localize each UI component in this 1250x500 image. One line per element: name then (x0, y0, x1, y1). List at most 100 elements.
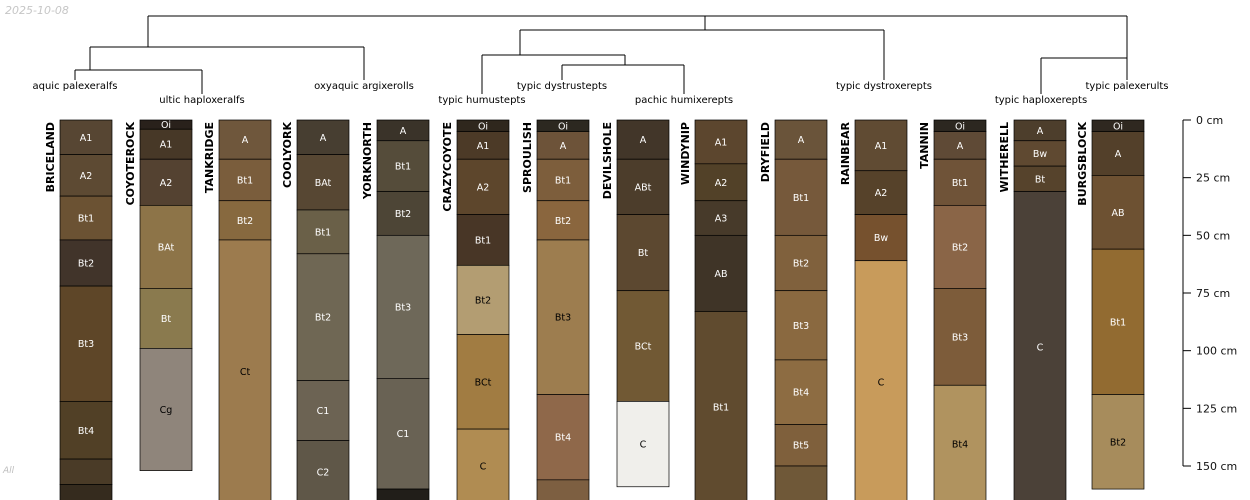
horizon-rect (774, 234, 828, 292)
horizon-label: Bt1 (713, 403, 729, 414)
depth-axis-tick-label: 150 cm (1196, 460, 1237, 473)
horizon-label: Bt1 (555, 175, 571, 186)
horizon-label: Bt3 (793, 321, 809, 332)
profile-name: BRICELAND (44, 122, 57, 192)
horizon-label: A (400, 126, 407, 137)
depth-axis-tick-label: 100 cm (1196, 345, 1237, 358)
taxon-label: ultic haploxeralfs (159, 95, 244, 106)
horizon-label: Oi (955, 121, 965, 132)
depth-axis-tick-label: 75 cm (1196, 287, 1230, 300)
horizon-label: Bt2 (793, 259, 809, 270)
horizon-rect (774, 158, 828, 236)
horizon-label: Bw (1033, 149, 1048, 160)
horizon-label: A1 (80, 133, 93, 144)
horizon-label: C (640, 440, 647, 451)
horizon-label: Ct (240, 367, 251, 378)
horizon-label: Bt2 (1110, 437, 1126, 448)
horizon-rect (139, 348, 193, 471)
horizon-label: Bt (161, 314, 172, 325)
taxon-label: typic palexerults (1086, 81, 1169, 92)
horizon-label: A (1037, 126, 1044, 137)
profile-name: DRYFIELD (759, 122, 772, 182)
horizon-label: Oi (161, 120, 171, 131)
horizon-rect (376, 234, 430, 379)
horizon-label: ABt (635, 182, 652, 193)
horizon-label: A1 (715, 137, 728, 148)
horizon-label: Oi (1113, 121, 1123, 132)
horizon-rect (59, 458, 113, 485)
horizon-label: Bt2 (78, 259, 94, 270)
horizon-label: Bt4 (78, 426, 94, 437)
horizon-label: Bt (638, 248, 649, 259)
horizon-rect (139, 128, 193, 160)
depth-axis-tick-label: 25 cm (1196, 172, 1230, 185)
horizon-rect (1091, 248, 1145, 395)
horizon-label: Bt2 (475, 295, 491, 306)
horizon-rect (1091, 131, 1145, 176)
horizon-rect (854, 119, 908, 172)
horizon-rect (1013, 140, 1067, 167)
horizon-label: Bt2 (952, 242, 968, 253)
profile-name: YORKNORTH (361, 122, 374, 200)
horizon-rect (59, 401, 113, 460)
horizon-rect (616, 401, 670, 488)
taxon-label: typic dystroxerepts (836, 81, 932, 92)
horizon-label: BAt (315, 178, 332, 189)
horizon-rect (456, 214, 510, 266)
horizon-rect (218, 239, 272, 500)
horizon-rect (296, 253, 350, 382)
horizon-label: A (640, 135, 647, 146)
horizon-rect (218, 200, 272, 241)
horizon-rect (536, 394, 590, 481)
horizon-rect (59, 154, 113, 197)
horizon-rect (616, 214, 670, 292)
taxon-label: pachic humixerepts (635, 95, 733, 106)
profile-name: TANNIN (918, 122, 931, 169)
horizon-label: BCt (475, 377, 492, 388)
taxon-label: aquic palexeralfs (32, 81, 117, 92)
horizon-rect (933, 288, 987, 386)
taxon-label: typic dystrustepts (517, 81, 607, 92)
profile-name: BURGSBLOCK (1076, 122, 1089, 206)
horizon-label: A1 (477, 141, 490, 152)
horizon-label: Bw (874, 233, 889, 244)
horizon-rect (774, 359, 828, 425)
horizon-rect (536, 479, 590, 500)
profile-name: DEVILSHOLE (601, 122, 614, 199)
horizon-label: AB (714, 269, 727, 280)
horizon-label: Bt2 (237, 216, 253, 227)
horizon-label: Bt3 (395, 302, 411, 313)
horizon-rect (1013, 191, 1067, 500)
horizon-rect (933, 158, 987, 206)
horizon-label: BAt (158, 242, 175, 253)
horizon-label: Bt2 (315, 313, 331, 324)
horizon-rect (1091, 394, 1145, 490)
horizon-label: C (1037, 343, 1044, 354)
horizon-label: Bt3 (78, 339, 94, 350)
profile-name: SPROULISH (521, 122, 534, 193)
horizon-rect (376, 191, 430, 236)
horizon-label: Bt1 (78, 214, 94, 225)
horizon-rect (456, 334, 510, 430)
depth-axis-tick-label: 125 cm (1196, 402, 1237, 415)
horizon-label: Bt1 (952, 178, 968, 189)
horizon-rect (854, 170, 908, 215)
profile-name: CRAZYCOYOTE (441, 122, 454, 212)
horizon-label: Bt1 (315, 227, 331, 238)
horizon-label: C2 (317, 467, 330, 478)
horizon-label: A2 (875, 188, 888, 199)
horizon-label: Oi (478, 121, 488, 132)
plot-date-stamp: 2025-10-08 (5, 4, 69, 17)
horizon-label: Bt3 (952, 332, 968, 343)
horizon-rect (59, 119, 113, 155)
horizon-rect (774, 290, 828, 361)
profile-name: COYOTEROCK (124, 122, 137, 206)
horizon-label: A1 (875, 141, 888, 152)
horizon-rect (456, 158, 510, 215)
depth-axis-tick-label: 0 cm (1196, 114, 1223, 127)
horizon-label: AB (1111, 208, 1124, 219)
depth-axis-tick-label: 50 cm (1196, 229, 1230, 242)
horizon-label: Bt5 (793, 441, 809, 452)
horizon-rect (296, 154, 350, 211)
